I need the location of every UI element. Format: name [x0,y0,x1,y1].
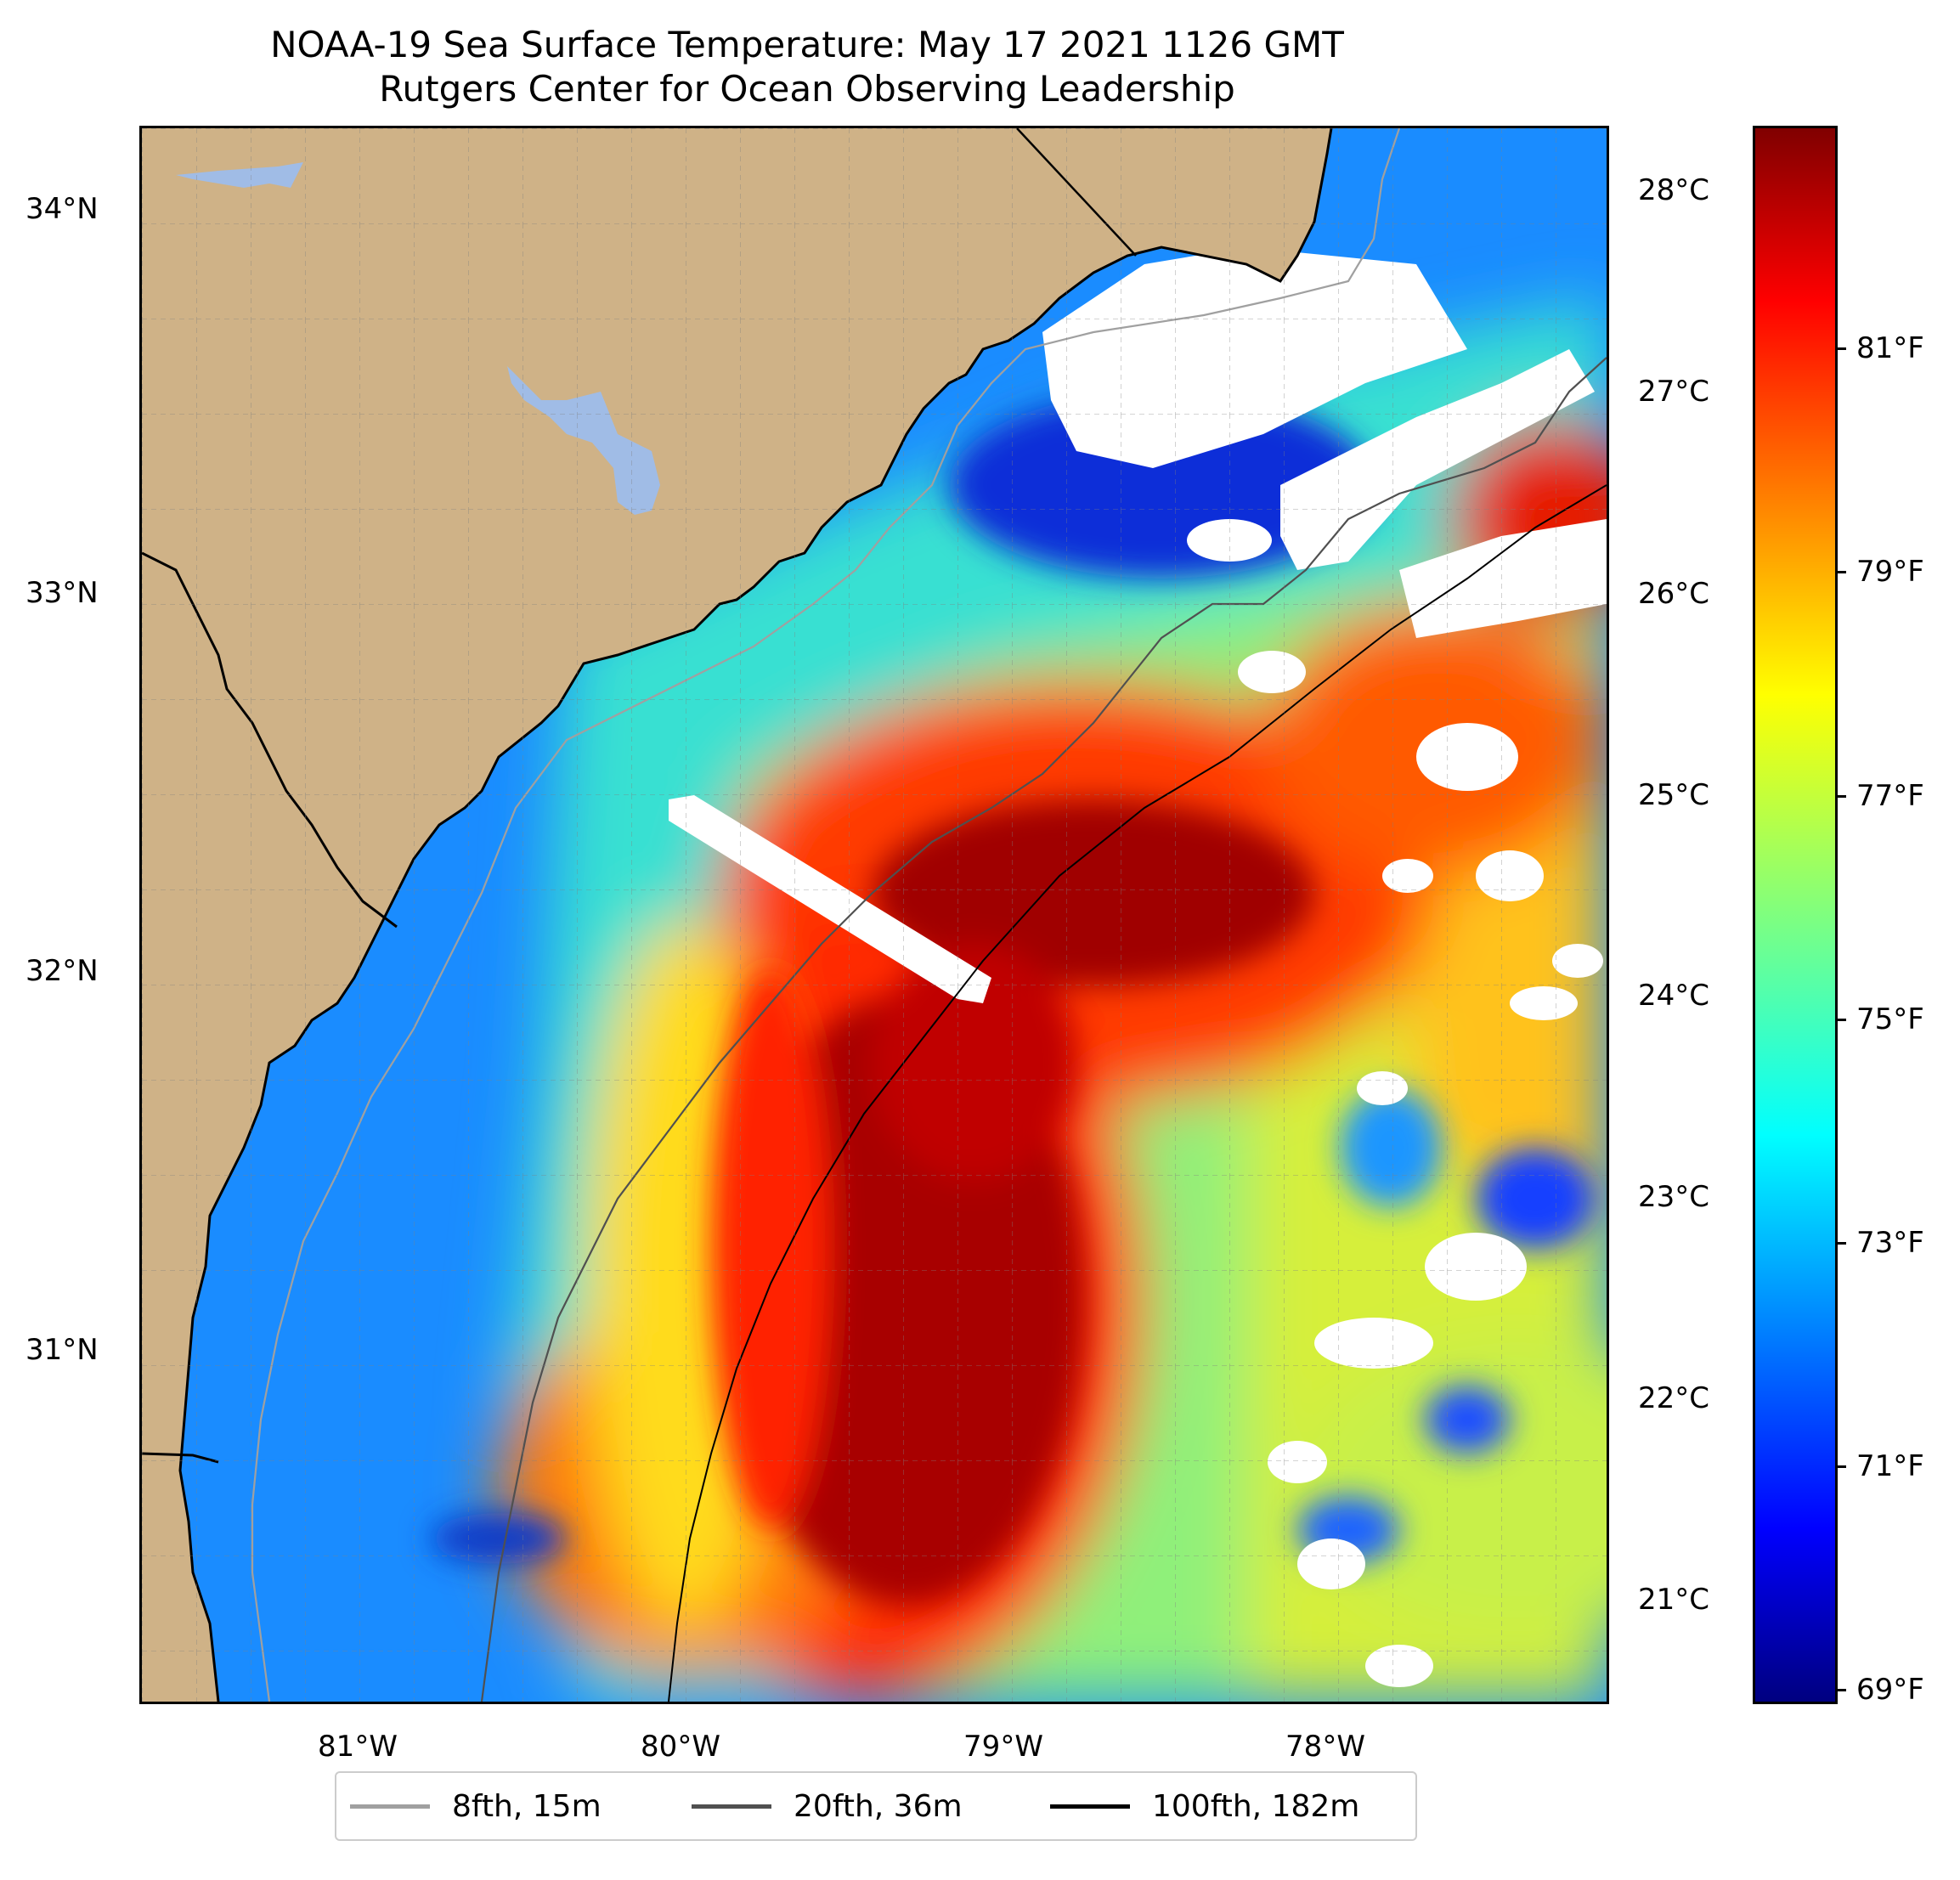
fahrenheit-label-77: 77°F [1856,779,1924,813]
legend-item-20fth: 20fth, 36m [692,1773,963,1839]
f-tick [1838,1465,1846,1468]
fahrenheit-label-79: 79°F [1856,555,1924,589]
legend-item-100fth: 100fth, 182m [1050,1773,1359,1839]
celsius-label-22: 22°C [1638,1381,1710,1415]
legend-swatch-100fth [1050,1804,1130,1809]
lon-label-80: 80°W [641,1730,720,1764]
legend-item-8fth: 8fth, 15m [350,1773,602,1839]
lon-label-78: 78°W [1285,1730,1365,1764]
colorbar [1753,126,1838,1704]
celsius-label-21: 21°C [1638,1583,1710,1617]
celsius-label-24: 24°C [1638,979,1710,1013]
graticule [142,128,1607,1702]
celsius-label-23: 23°C [1638,1180,1710,1214]
isobath-legend: 8fth, 15m 20fth, 36m 100fth, 182m [335,1771,1417,1841]
legend-label-20fth: 20fth, 36m [794,1788,963,1824]
sst-map [139,126,1609,1704]
celsius-label-25: 25°C [1638,778,1710,812]
fahrenheit-label-69: 69°F [1856,1673,1924,1707]
f-tick [1838,347,1846,350]
fahrenheit-label-75: 75°F [1856,1002,1924,1036]
celsius-label-27: 27°C [1638,375,1710,409]
lat-label-31: 31°N [25,1333,99,1367]
f-tick [1838,1242,1846,1245]
fahrenheit-label-73: 73°F [1856,1226,1924,1260]
f-tick [1838,795,1846,798]
fahrenheit-label-71: 71°F [1856,1449,1924,1483]
f-tick [1838,571,1846,573]
sst-map-canvas [142,128,1607,1702]
f-tick [1838,1689,1846,1691]
fahrenheit-label-81: 81°F [1856,331,1924,365]
lat-label-33: 33°N [25,576,99,610]
celsius-label-26: 26°C [1638,577,1710,611]
legend-label-100fth: 100fth, 182m [1152,1788,1360,1824]
legend-swatch-20fth [692,1804,771,1809]
lon-label-79: 79°W [963,1730,1043,1764]
f-tick [1838,1019,1846,1021]
map-title: NOAA-19 Sea Surface Temperature: May 17 … [270,24,1344,65]
lon-label-81: 81°W [318,1730,398,1764]
lat-label-32: 32°N [25,954,99,988]
legend-swatch-8fth [350,1804,430,1809]
celsius-label-28: 28°C [1638,173,1710,207]
map-subtitle: Rutgers Center for Ocean Observing Leade… [379,68,1235,110]
lat-label-34: 34°N [25,192,99,226]
legend-label-8fth: 8fth, 15m [452,1788,602,1824]
